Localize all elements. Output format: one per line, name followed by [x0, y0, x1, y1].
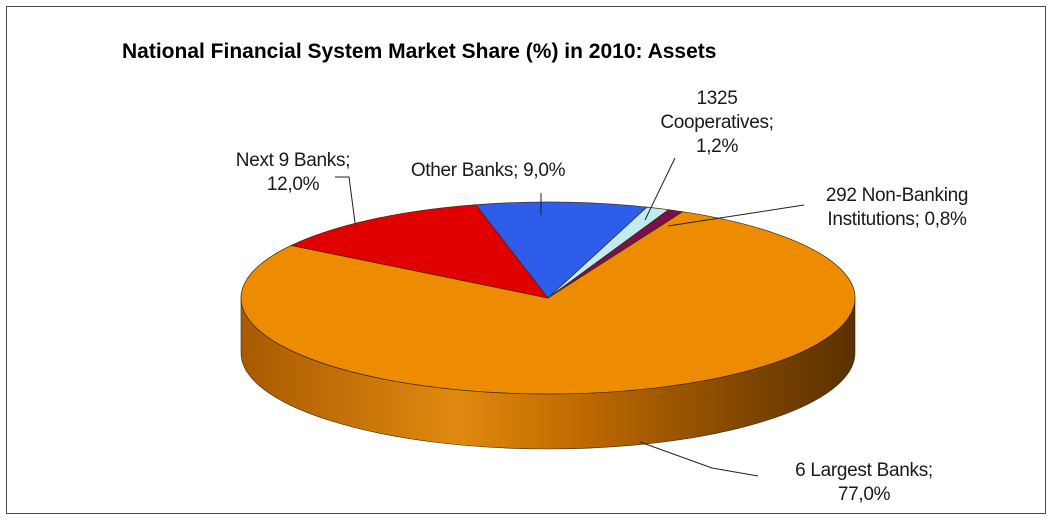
pie-slice-other-banks	[475, 201, 648, 299]
pie-slice-292-non-banking-institutions	[547, 209, 684, 299]
leader-line-0	[639, 441, 759, 477]
pie-slices	[240, 201, 856, 395]
chart-title: National Financial System Market Share (…	[122, 40, 716, 63]
data-label-0: 6 Largest Banks; 77,0%	[795, 460, 933, 505]
leader-lines	[335, 157, 805, 477]
data-label-3: 1325 Cooperatives; 1,2%	[660, 88, 773, 157]
pie-slice-6-largest-banks	[240, 211, 856, 395]
data-label-1: Next 9 Banks; 12,0%	[236, 150, 350, 195]
leader-line-1	[335, 176, 357, 231]
data-label-2: Other Banks; 9,0%	[411, 160, 566, 181]
leader-line-4	[667, 204, 805, 227]
data-label-4: 292 Non-Banking Institutions; 0,8%	[826, 185, 968, 230]
leader-line-3	[644, 157, 676, 221]
data-labels: 6 Largest Banks; 77,0% Next 9 Banks; 12,0% O…	[236, 88, 969, 505]
